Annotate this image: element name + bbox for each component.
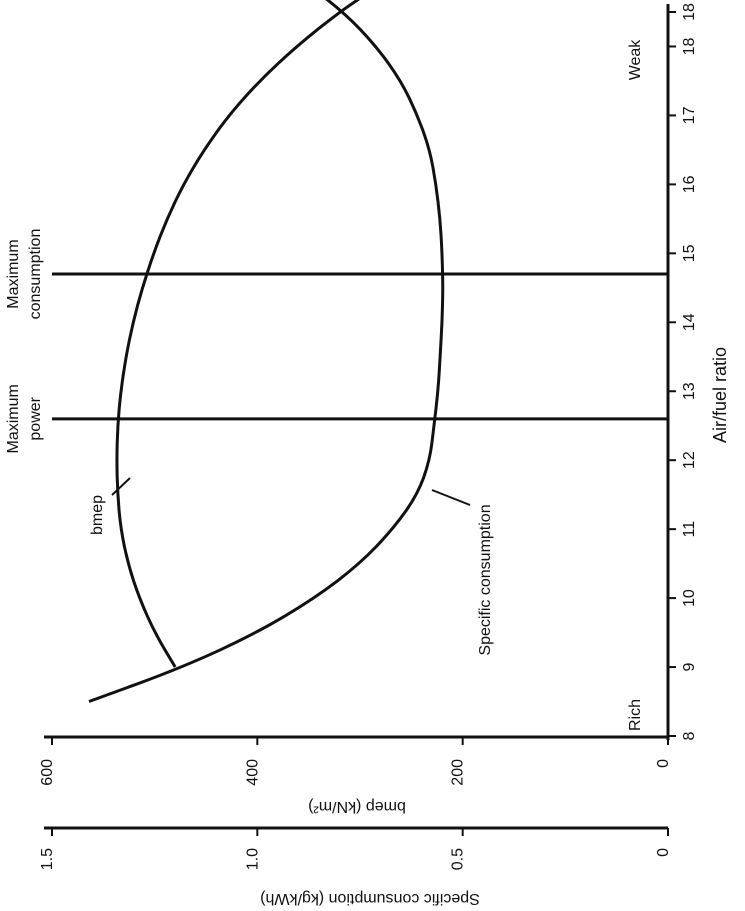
bmep-series-label: bmep [89, 495, 106, 535]
x-tick-label: 11 [681, 521, 698, 538]
secondary-y-tick-label: 1.5 [39, 848, 56, 870]
x-tick-label: 12 [681, 451, 698, 469]
marker-label: Maximum [5, 384, 22, 453]
bmep-curve [115, 0, 361, 668]
x-tick-label: 8 [681, 731, 698, 740]
primary-y-tick-label: 200 [450, 759, 467, 786]
x-tick-label: 17 [681, 106, 698, 124]
secondary-y-tick-label: 1.0 [244, 848, 261, 870]
x-tick-label: 18 [681, 3, 698, 21]
region-label-weak: Weak [627, 39, 644, 81]
secondary-y-tick-label: 0.5 [450, 848, 467, 870]
specific-consumption-curve [88, 0, 445, 703]
x-tick-label: 15 [681, 244, 698, 262]
bmep-leader [111, 477, 131, 496]
x-tick-label: 18 [681, 37, 698, 55]
marker-label: power [27, 396, 44, 440]
marker-label: Maximum [5, 239, 22, 308]
marker-label: consumption [27, 229, 44, 320]
region-label-rich: Rich [627, 699, 644, 731]
x-tick-label: 13 [681, 382, 698, 400]
consumption-series-label: Specific consumption [477, 504, 494, 655]
primary-y-tick-label: 600 [39, 759, 56, 786]
consumption-leader [431, 489, 471, 506]
secondary-y-tick-label: 0 [655, 848, 672, 857]
x-tick-label: 14 [681, 313, 698, 331]
plot-area: 8 9 10 11 12 13 14 15 16 17 18 18 Air/fuel ratio 0 200… [5, 0, 730, 907]
x-tick-label: 16 [681, 175, 698, 193]
x-tick-label: 9 [681, 663, 698, 672]
secondary-y-axis-label: Specific consumption (kg/kWh) [260, 890, 480, 907]
primary-y-axis-label: bmep (kN/m²) [308, 798, 406, 815]
x-axis-label: Air/fuel ratio [710, 347, 730, 443]
primary-y-tick-label: 0 [655, 759, 672, 768]
x-tick-label: 10 [681, 589, 698, 607]
primary-y-tick-label: 400 [244, 759, 261, 786]
